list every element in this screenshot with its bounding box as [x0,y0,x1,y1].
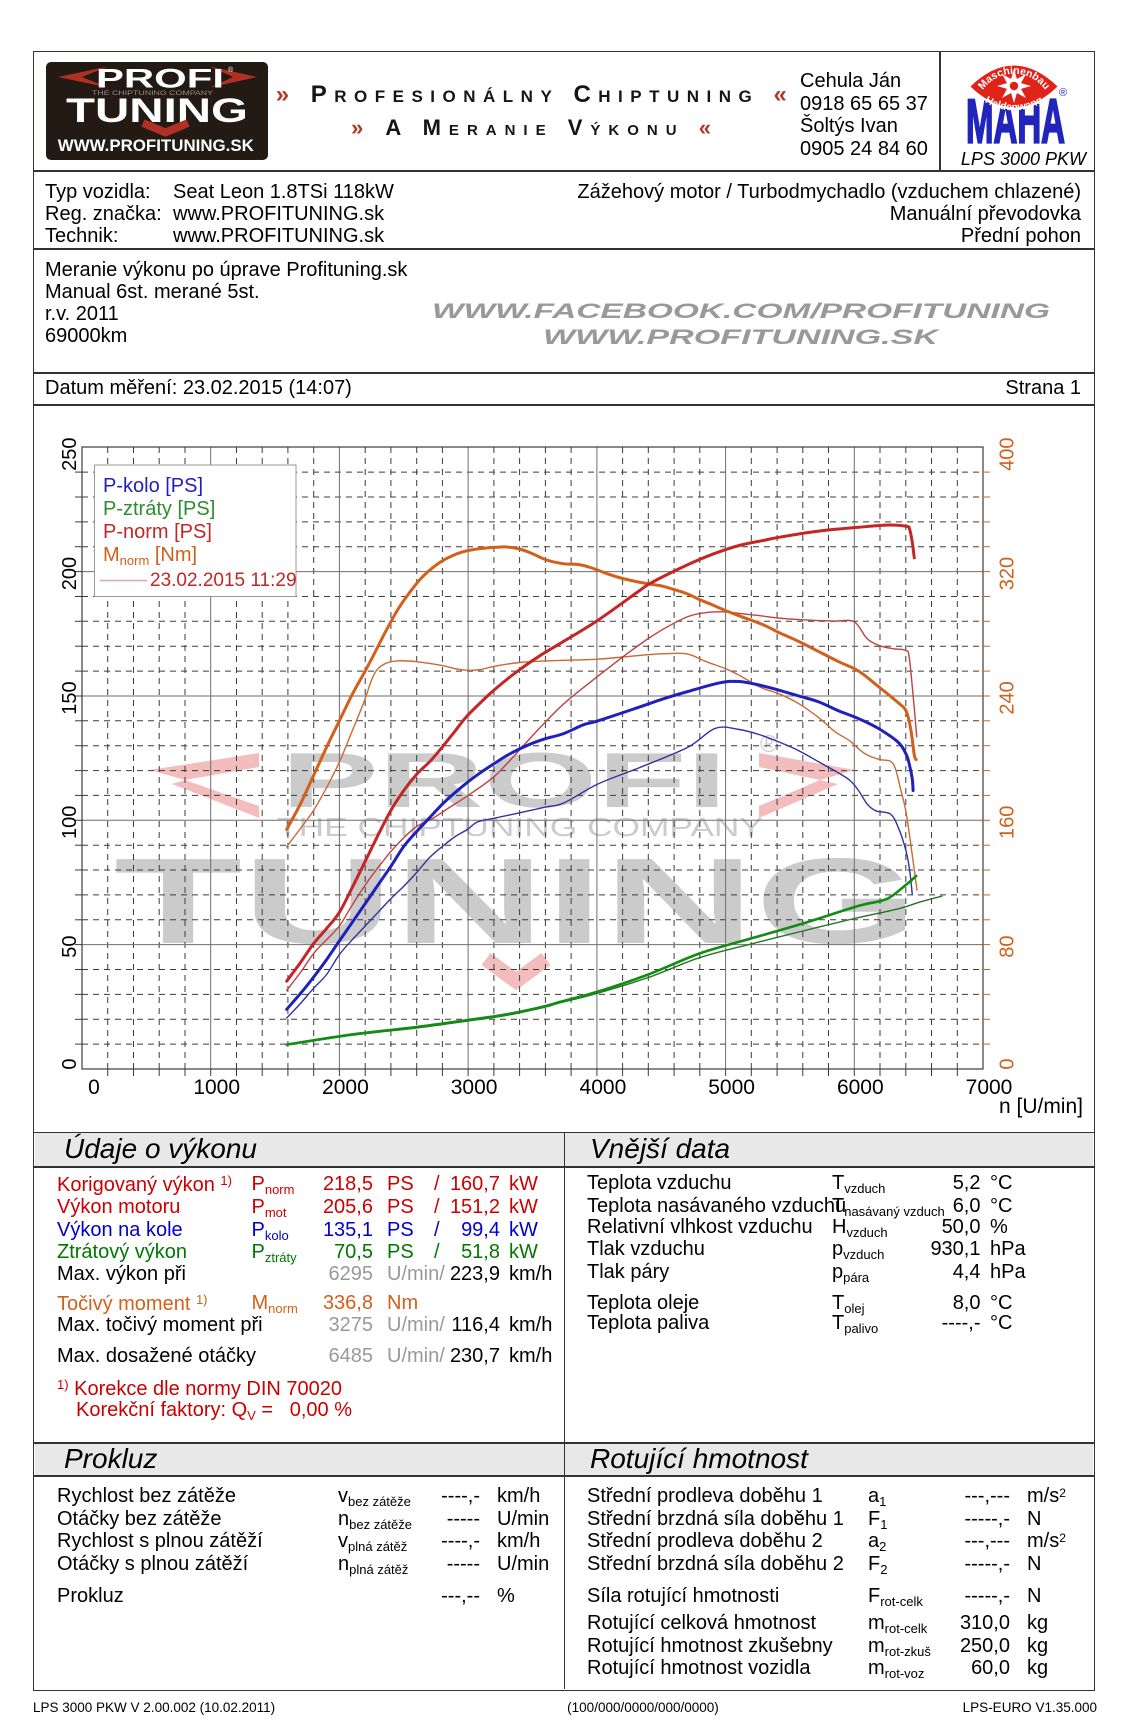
svg-text:1000: 1000 [193,1076,240,1099]
svg-text:400: 400 [997,438,1019,471]
svg-text:50: 50 [59,935,81,957]
svg-text:240: 240 [997,681,1019,714]
svg-text:WWW.PROFITUNING.SK: WWW.PROFITUNING.SK [543,326,941,349]
svg-text:6000: 6000 [837,1076,884,1099]
svg-text:Mnorm [Nm]: Mnorm [Nm] [103,544,197,568]
svg-text:WWW.PROFITUNING.SK: WWW.PROFITUNING.SK [58,137,254,155]
svg-text:100: 100 [59,806,81,839]
svg-text:4000: 4000 [580,1076,627,1099]
svg-text:P-ztráty [PS]: P-ztráty [PS] [103,498,215,520]
svg-text:®: ® [228,66,234,74]
svg-text:®: ® [1059,87,1067,99]
svg-text:PROFI: PROFI [96,64,224,94]
svg-text:0: 0 [88,1076,100,1099]
svg-text:WWW.FACEBOOK.COM/PROFITUNING: WWW.FACEBOOK.COM/PROFITUNING [432,300,1050,323]
svg-text:TUNING: TUNING [66,92,248,130]
svg-text:Haldenwang: Haldenwang [983,94,1045,113]
svg-text:PROFI: PROFI [281,736,727,824]
svg-text:23.02.2015 11:29: 23.02.2015 11:29 [150,570,297,591]
svg-text:THE CHIPTUNING COMPANY: THE CHIPTUNING COMPANY [92,91,213,97]
svg-text:7000: 7000 [966,1076,1013,1099]
svg-text:200: 200 [59,557,81,590]
svg-text:80: 80 [997,935,1019,957]
svg-text:0: 0 [997,1058,1019,1069]
svg-text:250: 250 [59,438,81,471]
svg-text:0: 0 [59,1058,81,1069]
svg-text:320: 320 [997,557,1019,590]
svg-text:2000: 2000 [322,1076,369,1099]
svg-text:3000: 3000 [451,1076,498,1099]
svg-text:n [U/min]: n [U/min] [999,1095,1083,1118]
svg-text:5000: 5000 [708,1076,755,1099]
svg-text:TUNING: TUNING [114,833,918,969]
svg-text:®: ® [760,731,778,758]
svg-text:P-kolo [PS]: P-kolo [PS] [103,475,203,497]
svg-text:160: 160 [997,806,1019,839]
svg-text:P-norm [PS]: P-norm [PS] [103,521,212,543]
svg-text:150: 150 [59,681,81,714]
